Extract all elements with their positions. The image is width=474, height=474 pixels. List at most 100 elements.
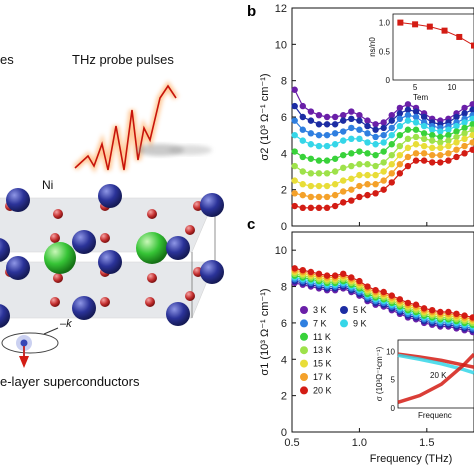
- data-point: [348, 162, 355, 170]
- legend-label: 3 K: [313, 305, 327, 315]
- legend-label: 7 K: [313, 318, 327, 328]
- data-point: [469, 139, 474, 146]
- data-point: [340, 177, 347, 184]
- inset-point: [397, 19, 404, 26]
- inset-point: [441, 27, 448, 34]
- legend-label: 20 K: [313, 385, 332, 395]
- x-axis-label: Frequency (THz): [370, 453, 453, 465]
- data-point: [348, 115, 355, 123]
- data-point: [291, 117, 298, 124]
- data-point: [388, 131, 395, 139]
- data-point: [348, 197, 355, 204]
- data-point: [364, 181, 371, 188]
- data-point: [380, 186, 387, 193]
- data-point: [372, 151, 379, 159]
- data-point: [340, 199, 347, 206]
- data-point: [437, 144, 444, 152]
- data-point: [388, 141, 395, 148]
- legend-swatch: [300, 359, 308, 368]
- chart-sigma2: 0 2 4 6 8 10 12 σ2 (10³ Ω⁻¹ cm⁻¹) 0 0.5 1.0 5 10 Tem n…: [259, 3, 474, 233]
- data-point: [323, 193, 331, 201]
- data-point: [356, 277, 363, 285]
- data-point: [420, 113, 428, 121]
- data-point: [348, 108, 355, 115]
- chart-sigma1: 0 2 4 6 8 10 0.5 1.0 1.5 σ1 (10³ Ω⁻¹ cm⁻¹) Frequen…: [259, 231, 474, 465]
- data-point: [445, 126, 452, 133]
- data-point: [445, 308, 452, 316]
- data-point: [323, 272, 331, 279]
- data-point: [404, 153, 412, 161]
- data-point: [469, 126, 474, 133]
- y-tick-label: 10: [275, 245, 287, 257]
- data-point: [348, 274, 355, 281]
- data-point: [340, 128, 347, 135]
- data-point: [453, 310, 460, 318]
- inset-line: [397, 353, 474, 375]
- ni-atom: [98, 184, 122, 208]
- data-point: [437, 139, 444, 146]
- data-point: [453, 133, 460, 141]
- data-point: [437, 151, 444, 159]
- data-point: [356, 193, 363, 201]
- data-point: [461, 124, 468, 132]
- data-point: [340, 137, 347, 144]
- data-point: [388, 179, 395, 186]
- data-point: [412, 157, 420, 164]
- data-point: [299, 102, 306, 110]
- legend-swatch: [300, 319, 308, 328]
- data-point: [437, 133, 444, 141]
- inset-y-tick-label: 0: [386, 76, 391, 85]
- y-tick-label: 2: [281, 185, 287, 197]
- data-point: [340, 188, 347, 195]
- data-point: [348, 124, 355, 132]
- data-point: [372, 171, 379, 179]
- data-point: [299, 168, 306, 175]
- data-point: [331, 121, 339, 128]
- lattice-atoms: [0, 184, 224, 328]
- legend-label: 15 K: [313, 359, 332, 369]
- data-point: [461, 312, 468, 319]
- inset-point: [456, 33, 463, 40]
- data-point: [356, 135, 363, 142]
- axes-frame: [291, 231, 474, 433]
- ni-atom: [72, 230, 96, 254]
- data-point: [429, 306, 436, 314]
- data-point: [412, 301, 420, 308]
- data-point: [307, 141, 315, 148]
- data-point: [437, 308, 444, 316]
- data-point: [453, 128, 460, 135]
- legend-swatch: [300, 332, 308, 341]
- data-point: [469, 106, 474, 113]
- oxygen-atom: [50, 297, 60, 307]
- data-point: [331, 202, 339, 210]
- data-point: [364, 161, 371, 168]
- panel-a-cropped-label: es: [0, 52, 14, 67]
- panel-b-letter: b: [247, 3, 256, 20]
- oxygen-atom: [53, 209, 63, 219]
- data-point: [331, 113, 339, 121]
- data-point: [429, 131, 436, 139]
- data-point: [299, 204, 306, 212]
- data-point: [315, 204, 323, 212]
- data-point: [380, 119, 387, 126]
- data-point: [469, 146, 474, 153]
- data-point: [331, 168, 339, 175]
- data-point: [388, 117, 395, 124]
- data-point: [291, 162, 298, 170]
- data-point: [299, 153, 306, 161]
- y-axis-label: σ1 (10³ Ω⁻¹ cm⁻¹): [259, 288, 271, 375]
- data-point: [404, 299, 412, 307]
- data-point: [420, 150, 428, 157]
- data-point: [315, 131, 323, 139]
- y-tick-label: 4: [281, 148, 287, 160]
- data-point: [323, 121, 331, 128]
- k-vector-label: –k: [59, 318, 72, 330]
- data-point: [315, 142, 323, 150]
- data-point: [412, 150, 420, 157]
- data-point: [420, 305, 428, 312]
- data-point: [461, 119, 468, 126]
- data-point: [307, 108, 315, 115]
- data-point: [380, 131, 387, 139]
- data-point: [380, 139, 387, 146]
- inset-line: [397, 352, 474, 405]
